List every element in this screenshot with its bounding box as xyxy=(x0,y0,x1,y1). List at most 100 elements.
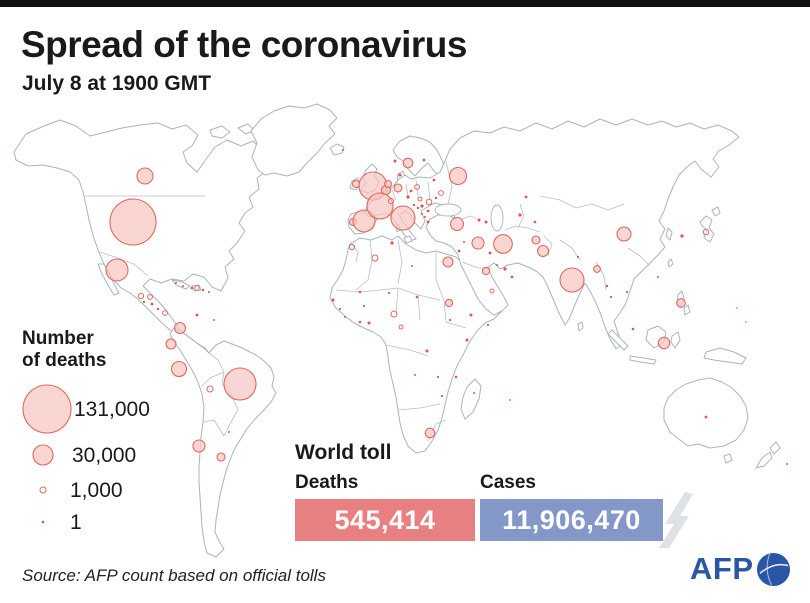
death-bubble xyxy=(206,385,214,393)
death-bubble xyxy=(358,290,362,294)
death-bubble xyxy=(444,298,454,308)
death-bubble xyxy=(216,452,226,462)
world-toll-title: World toll xyxy=(295,441,392,464)
top-black-bar xyxy=(0,0,810,7)
landmass-new-zealand-south xyxy=(755,451,773,469)
death-bubble xyxy=(576,255,580,259)
afp-logo-text: AFP xyxy=(690,551,754,586)
death-bubble xyxy=(105,258,129,282)
cases-label: Cases xyxy=(480,472,536,493)
death-bubble xyxy=(331,298,335,302)
death-bubble xyxy=(559,267,585,293)
landmass-madagascar xyxy=(460,378,482,420)
death-bubble xyxy=(398,173,402,177)
afp-globe-icon xyxy=(756,552,790,586)
death-bubble xyxy=(605,284,609,288)
death-bubble xyxy=(417,196,423,202)
death-bubble xyxy=(432,178,436,182)
death-bubble xyxy=(786,463,788,465)
death-bubble xyxy=(518,213,522,217)
legend-circle-131000 xyxy=(22,384,72,434)
death-bubble xyxy=(228,431,230,433)
death-bubble xyxy=(182,285,184,287)
death-bubble xyxy=(448,166,468,186)
death-bubble xyxy=(352,209,376,233)
death-bubble xyxy=(362,304,366,308)
death-bubble xyxy=(745,321,747,323)
death-bubble xyxy=(162,310,168,316)
death-bubble xyxy=(463,241,465,243)
landmass-south-america xyxy=(169,327,277,558)
landmass-cuba xyxy=(171,279,191,290)
caspian-sea xyxy=(490,204,504,232)
death-bubble xyxy=(422,158,426,162)
death-bubble xyxy=(390,205,416,231)
death-bubble xyxy=(489,288,495,294)
death-bubble xyxy=(493,234,513,254)
death-bubble xyxy=(170,360,188,378)
death-bubble xyxy=(442,256,454,268)
cases-value-box: 11,906,470 xyxy=(480,499,663,541)
death-bubble xyxy=(533,220,537,224)
landmass-sumatra xyxy=(607,329,629,351)
death-bubble xyxy=(657,276,659,278)
death-bubble xyxy=(616,226,632,242)
death-bubble xyxy=(434,196,438,200)
death-bubble xyxy=(387,291,391,295)
death-bubble xyxy=(367,321,371,325)
page-title: Spread of the coronavirus xyxy=(21,24,468,65)
death-bubble xyxy=(631,327,635,331)
death-bubble xyxy=(473,392,475,394)
death-bubble xyxy=(420,204,424,208)
landmass-arctic-islands xyxy=(209,125,231,139)
deaths-value-box: 545,414 xyxy=(295,499,475,541)
death-bubble xyxy=(109,198,157,246)
death-bubbles-layer xyxy=(105,149,788,465)
death-bubble xyxy=(457,249,461,253)
death-bubble xyxy=(503,267,507,271)
death-bubble xyxy=(411,265,413,267)
legend-title-line1: Number xyxy=(22,328,94,349)
death-bubble xyxy=(390,310,398,318)
legend-circle-1000 xyxy=(39,486,47,494)
afp-logo: AFP xyxy=(690,551,791,587)
landmass-sri-lanka xyxy=(577,321,584,332)
landmass-africa xyxy=(329,235,503,454)
death-bubble xyxy=(440,394,444,398)
death-bubble xyxy=(173,321,187,335)
death-bubble xyxy=(190,286,194,290)
death-bubble xyxy=(465,338,469,342)
landmass-taiwan xyxy=(667,258,674,268)
death-bubble xyxy=(351,179,361,189)
death-bubble xyxy=(524,195,528,199)
death-bubble xyxy=(223,367,257,401)
death-bubble xyxy=(147,294,153,300)
death-bubble xyxy=(416,206,420,210)
death-bubble xyxy=(192,439,206,453)
death-bubble xyxy=(704,415,708,419)
death-bubble xyxy=(414,184,420,190)
death-bubble xyxy=(593,265,601,273)
death-bubble xyxy=(676,298,686,308)
death-bubble xyxy=(481,266,491,276)
death-bubble xyxy=(402,157,414,169)
death-bubble xyxy=(387,197,395,205)
landmass-java xyxy=(629,355,657,365)
death-bubble xyxy=(657,336,671,350)
death-bubble xyxy=(201,288,205,292)
death-bubble xyxy=(414,374,416,376)
death-bubble xyxy=(426,220,430,224)
map-legend: Number of deaths 131,000 30,000 1,000 1 xyxy=(22,328,150,534)
death-bubble xyxy=(510,275,514,279)
legend-circle-1 xyxy=(41,520,45,524)
death-bubble xyxy=(366,192,394,220)
death-bubble xyxy=(625,290,629,294)
death-bubble xyxy=(438,190,444,196)
death-bubble xyxy=(425,198,433,206)
death-bubble xyxy=(175,282,177,284)
landmass-australia xyxy=(663,377,749,449)
landmass-sicily xyxy=(403,235,413,244)
death-bubble xyxy=(393,159,397,163)
death-bubble xyxy=(415,295,419,299)
watermark-arrow-icon xyxy=(659,492,693,548)
